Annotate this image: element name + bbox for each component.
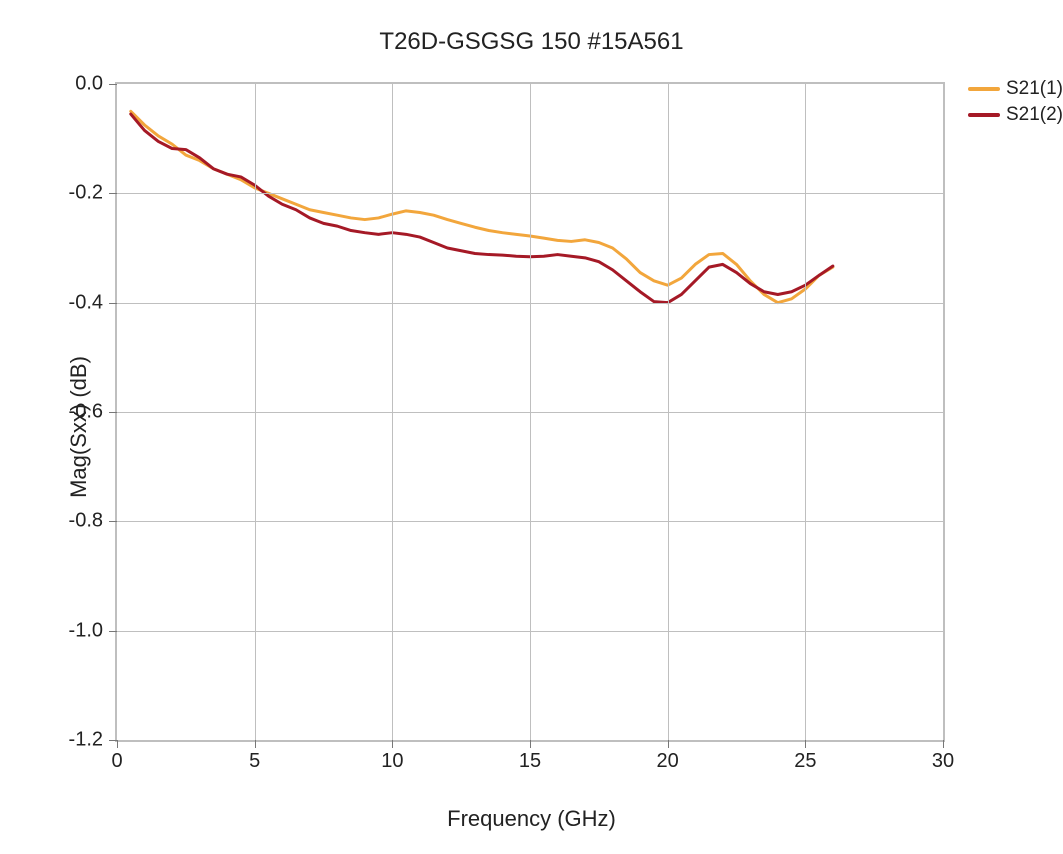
x-tick-label: 25 bbox=[794, 750, 816, 773]
grid-horizontal bbox=[117, 631, 943, 632]
y-tick-mark bbox=[109, 412, 117, 413]
x-tick-label: 10 bbox=[381, 750, 403, 773]
y-tick-mark bbox=[109, 631, 117, 632]
x-tick-label: 20 bbox=[657, 750, 679, 773]
plot-area: 0510152025300.0-0.2-0.4-0.6-0.8-1.0-1.2 bbox=[115, 82, 945, 742]
y-tick-label: -1.0 bbox=[69, 619, 103, 642]
chart-title: T26D-GSGSG 150 #15A561 bbox=[0, 28, 1063, 56]
legend-item: S21(2) bbox=[968, 104, 1063, 126]
series-line bbox=[131, 111, 833, 302]
y-tick-mark bbox=[109, 303, 117, 304]
x-tick-mark bbox=[805, 740, 806, 748]
grid-horizontal bbox=[117, 193, 943, 194]
x-tick-label: 5 bbox=[249, 750, 260, 773]
x-tick-mark bbox=[668, 740, 669, 748]
grid-horizontal bbox=[117, 521, 943, 522]
x-tick-mark bbox=[392, 740, 393, 748]
y-tick-label: -0.4 bbox=[69, 291, 103, 314]
x-tick-label: 0 bbox=[111, 750, 122, 773]
series-line bbox=[131, 114, 833, 303]
y-tick-mark bbox=[109, 740, 117, 741]
y-tick-label: -0.8 bbox=[69, 510, 103, 533]
legend-label: S21(1) bbox=[1006, 78, 1063, 100]
legend-swatch bbox=[968, 113, 1000, 117]
x-tick-mark bbox=[530, 740, 531, 748]
x-tick-mark bbox=[117, 740, 118, 748]
y-tick-label: -1.2 bbox=[69, 729, 103, 752]
y-tick-mark bbox=[109, 193, 117, 194]
legend-label: S21(2) bbox=[1006, 104, 1063, 126]
x-tick-label: 30 bbox=[932, 750, 954, 773]
grid-horizontal bbox=[117, 303, 943, 304]
y-tick-label: -0.6 bbox=[69, 401, 103, 424]
y-tick-label: 0.0 bbox=[75, 73, 103, 96]
y-tick-mark bbox=[109, 521, 117, 522]
legend: S21(1) S21(2) bbox=[968, 78, 1063, 126]
x-tick-mark bbox=[943, 740, 944, 748]
x-axis-label: Frequency (GHz) bbox=[0, 806, 1063, 832]
x-tick-label: 15 bbox=[519, 750, 541, 773]
chart-container: T26D-GSGSG 150 #15A561 Mag(Sxx) (dB) Fre… bbox=[0, 0, 1063, 854]
x-tick-mark bbox=[255, 740, 256, 748]
y-tick-label: -0.2 bbox=[69, 182, 103, 205]
y-tick-mark bbox=[109, 84, 117, 85]
legend-swatch bbox=[968, 87, 1000, 91]
legend-item: S21(1) bbox=[968, 78, 1063, 100]
y-axis-label: Mag(Sxx) (dB) bbox=[66, 356, 92, 498]
grid-horizontal bbox=[117, 412, 943, 413]
